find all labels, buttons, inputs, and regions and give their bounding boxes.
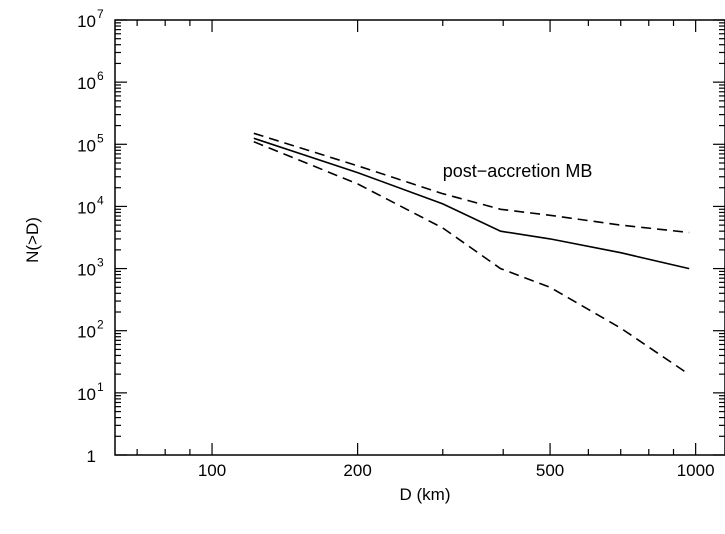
y-tick-label: 10: [77, 12, 96, 31]
y-tick-exponent: 5: [97, 131, 104, 145]
y-tick-exponent: 7: [97, 7, 104, 21]
y-tick-label: 10: [77, 198, 96, 217]
y-tick-exponent: 2: [97, 318, 104, 332]
y-tick-label: 1: [87, 447, 96, 466]
y-tick-exponent: 3: [97, 256, 104, 270]
y-tick-exponent: 6: [97, 69, 104, 83]
annotation-group: post−accretion MB: [443, 161, 593, 181]
y-axis-label: N(>D): [23, 217, 42, 263]
plot-frame: [114, 19, 725, 456]
x-tick-label: 1000: [677, 461, 715, 480]
y-tick-label: 10: [77, 323, 96, 342]
y-tick-exponent: 1: [97, 380, 104, 394]
x-axis-ticks: 100 200 500 1000: [136, 20, 715, 480]
y-tick-label: 10: [77, 261, 96, 280]
series-line-1: [253, 137, 690, 270]
x-axis-label: D (km): [400, 485, 451, 504]
series-line-3: [253, 140, 686, 373]
y-tick-label: 10: [77, 74, 96, 93]
series-line-2: [253, 132, 690, 234]
x-tick-label: 200: [343, 461, 371, 480]
x-tick-label: 500: [536, 461, 564, 480]
y-tick-label: 10: [77, 136, 96, 155]
y-tick-label: 10: [77, 385, 96, 404]
annotation-label: post−accretion MB: [443, 161, 593, 181]
y-tick-exponent: 4: [97, 193, 104, 207]
x-tick-label: 100: [198, 461, 226, 480]
series-group: [253, 132, 690, 373]
